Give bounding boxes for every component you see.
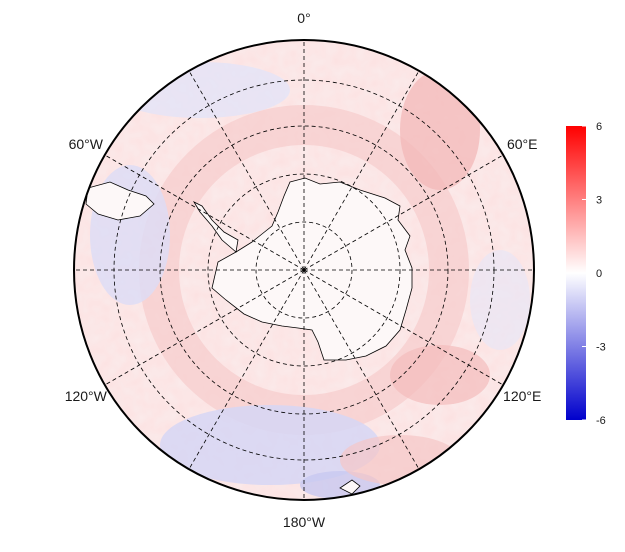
- colorbar-tick-label: -3: [596, 342, 606, 354]
- new-zealand-fragment: [339, 479, 361, 495]
- colorbar: 6 3 0 -3 -6: [566, 121, 606, 427]
- colorbar-tick-label: 0: [596, 268, 602, 280]
- longitude-label: 0°: [297, 10, 310, 26]
- meridian-line: [303, 269, 420, 470]
- longitude-label: 180°W: [283, 514, 326, 530]
- colorbar-ticks: 6 3 0 -3 -6: [582, 121, 606, 427]
- graticule: [74, 40, 534, 500]
- south-america-tip: [85, 181, 155, 221]
- meridian-line: [303, 70, 420, 271]
- positive-patch-northeast: [400, 70, 480, 190]
- meridian-line: [104, 269, 305, 386]
- longitude-label: 60°E: [507, 136, 538, 152]
- map-frame: [73, 39, 535, 501]
- positive-patch-southeast: [390, 345, 490, 405]
- colorbar-tick-label: -6: [596, 415, 606, 427]
- longitude-labels: 0° 60°E 120°E 180°W 120°W 60°W: [65, 10, 542, 530]
- antarctica: [211, 177, 413, 361]
- colorbar-tick-label: 6: [596, 121, 602, 133]
- longitude-label: 120°W: [65, 388, 108, 404]
- colorbar-gradient: [566, 126, 586, 420]
- latitude-circle: [207, 173, 401, 367]
- latitude-circle: [255, 221, 353, 319]
- meridian-line: [303, 269, 504, 386]
- meridian-line: [104, 154, 305, 271]
- negative-patch-south: [160, 405, 380, 485]
- meridian-line: [188, 269, 305, 470]
- colorbar-tick-label: 3: [596, 195, 602, 207]
- negative-patch-north: [110, 62, 290, 118]
- antarctic-peninsula: [192, 201, 239, 253]
- longitude-label: 60°W: [69, 136, 104, 152]
- positive-patch-south-east: [340, 435, 460, 485]
- longitude-label: 120°E: [503, 388, 541, 404]
- negative-patch-east: [470, 250, 530, 350]
- meridian-line: [188, 70, 305, 271]
- meridian-line: [303, 154, 504, 271]
